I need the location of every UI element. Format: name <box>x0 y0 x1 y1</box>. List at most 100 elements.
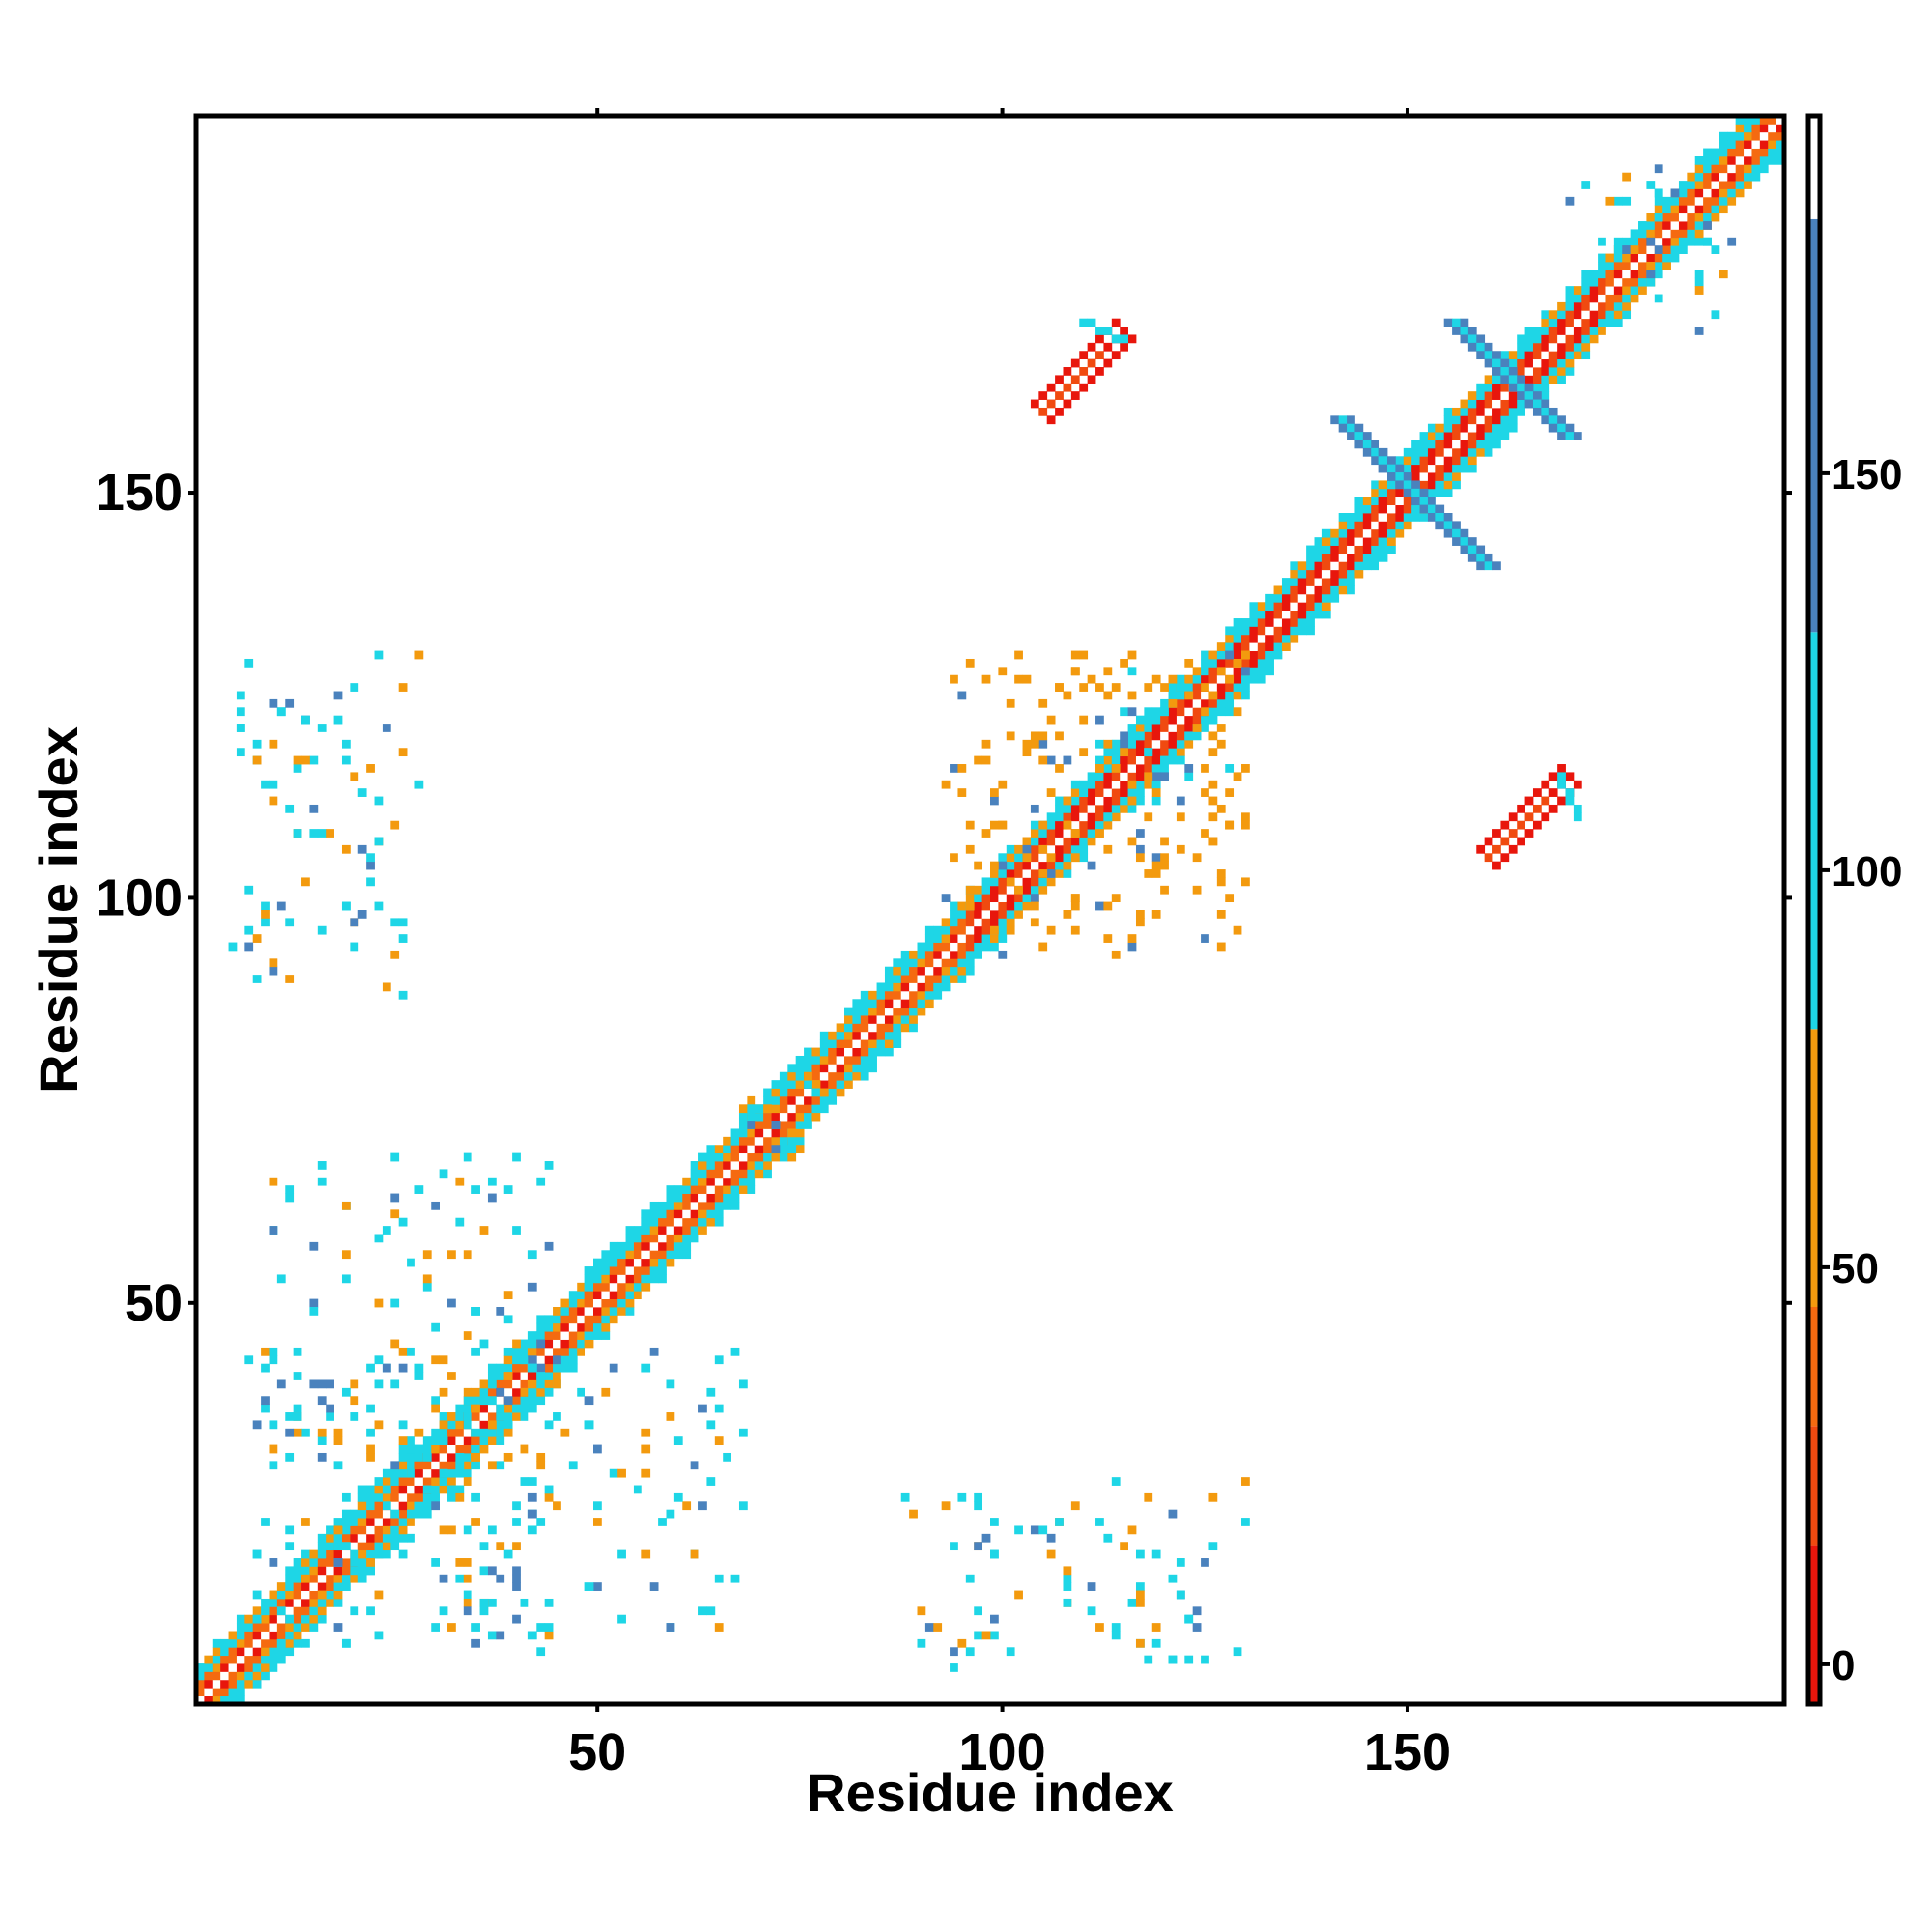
heatmap-cell <box>1727 148 1737 157</box>
heatmap-cell <box>1347 585 1355 595</box>
heatmap-cell <box>479 1436 489 1445</box>
heatmap-cell <box>1306 545 1315 554</box>
heatmap-cell <box>1135 829 1145 838</box>
heatmap-cell <box>1022 844 1032 854</box>
heatmap-cell <box>422 1509 432 1519</box>
heatmap-cell <box>1492 415 1501 425</box>
heatmap-cell <box>1120 342 1128 352</box>
heatmap-cell <box>1443 423 1453 433</box>
heatmap-cell <box>252 1638 262 1648</box>
heatmap-cell <box>568 1339 578 1349</box>
heatmap-cell <box>496 1412 505 1421</box>
heatmap-cell <box>228 1655 238 1664</box>
heatmap-cell <box>1403 456 1412 466</box>
heatmap-cell <box>1670 245 1680 254</box>
heatmap-cell <box>1427 504 1436 514</box>
heatmap-cell <box>1703 205 1712 214</box>
heatmap-cell <box>1151 764 1161 773</box>
heatmap-cell <box>285 1582 295 1591</box>
heatmap-cell <box>1565 318 1575 327</box>
heatmap-cell <box>990 918 999 927</box>
heatmap-cell <box>1687 172 1696 182</box>
heatmap-cell <box>326 1525 334 1535</box>
heatmap-cell <box>1151 724 1161 732</box>
heatmap-cell <box>649 1234 659 1243</box>
heatmap-cell <box>471 1347 480 1356</box>
heatmap-cell <box>1662 245 1671 254</box>
heatmap-cell <box>1744 148 1752 157</box>
heatmap-cell <box>1225 764 1235 773</box>
heatmap-cell <box>496 1542 505 1551</box>
heatmap-cell <box>212 1671 221 1681</box>
heatmap-cell <box>1622 277 1632 287</box>
heatmap-cell <box>1306 626 1315 636</box>
heatmap-cell <box>941 950 951 959</box>
heatmap-cell <box>1476 545 1486 554</box>
heatmap-cell <box>1265 634 1274 643</box>
heatmap-cell <box>1605 310 1615 320</box>
heatmap-cell <box>374 1590 384 1600</box>
heatmap-cell <box>730 1193 740 1203</box>
heatmap-cell <box>261 1614 270 1624</box>
heatmap-cell <box>747 1128 756 1138</box>
heatmap-cell <box>1046 383 1056 392</box>
heatmap-cell <box>520 1347 529 1356</box>
heatmap-cell <box>723 1169 731 1179</box>
heatmap-cell <box>658 1250 667 1260</box>
heatmap-cell <box>1565 301 1575 311</box>
heatmap-cell <box>544 1339 554 1349</box>
heatmap-cell <box>261 1404 270 1413</box>
heatmap-cell <box>309 1379 319 1389</box>
heatmap-cell <box>341 1549 351 1559</box>
heatmap-cell <box>998 901 1008 911</box>
heatmap-cell <box>398 1485 408 1494</box>
heatmap-cell <box>1678 221 1688 230</box>
heatmap-cell <box>1735 156 1745 165</box>
heatmap-cell <box>553 1372 561 1380</box>
heatmap-cell <box>577 1307 586 1316</box>
heatmap-cell <box>244 1663 254 1672</box>
heatmap-cell <box>1719 172 1728 182</box>
heatmap-cell <box>1622 196 1632 206</box>
heatmap-cell <box>236 1647 245 1657</box>
heatmap-cell <box>1719 196 1728 206</box>
heatmap-cell <box>1452 464 1461 473</box>
heatmap-cell <box>584 1331 594 1340</box>
heatmap-cell <box>1038 698 1048 708</box>
heatmap-cell <box>496 1379 505 1389</box>
heatmap-cell <box>317 1598 327 1607</box>
heatmap-cell <box>1460 407 1469 416</box>
heatmap-cell <box>1111 804 1121 813</box>
heatmap-cell <box>1524 391 1534 400</box>
heatmap-cell <box>1103 1533 1113 1543</box>
heatmap-cell <box>309 1606 319 1616</box>
heatmap-cell <box>1225 658 1235 668</box>
heatmap-cell <box>1265 602 1274 611</box>
heatmap-cell <box>366 1509 375 1519</box>
heatmap-cell <box>471 1396 480 1406</box>
heatmap-cell <box>1120 1542 1128 1551</box>
heatmap-cell <box>471 1452 480 1462</box>
heatmap-cell <box>673 1241 683 1251</box>
heatmap-cell <box>1598 327 1606 335</box>
heatmap-cell <box>1063 861 1072 870</box>
heatmap-cell <box>1249 667 1259 676</box>
heatmap-cell <box>1598 277 1606 287</box>
heatmap-cell <box>422 1485 432 1494</box>
heatmap-cell <box>1622 172 1632 182</box>
heatmap-cell <box>998 861 1008 870</box>
heatmap-cell <box>811 1047 821 1057</box>
heatmap-cell <box>893 1039 902 1048</box>
heatmap-cell <box>326 829 334 838</box>
heatmap-cell <box>1063 910 1072 919</box>
heatmap-cell <box>261 1631 270 1640</box>
heatmap-cell <box>658 1209 667 1219</box>
heatmap-cell <box>1135 1582 1145 1591</box>
heatmap-cell <box>236 1688 245 1697</box>
heatmap-cell <box>487 1372 497 1380</box>
heatmap-cell <box>471 1307 480 1316</box>
heatmap-cell <box>382 1363 391 1373</box>
heatmap-cell <box>1281 642 1291 651</box>
heatmap-cell <box>1711 188 1720 198</box>
heatmap-cell <box>1208 715 1218 724</box>
